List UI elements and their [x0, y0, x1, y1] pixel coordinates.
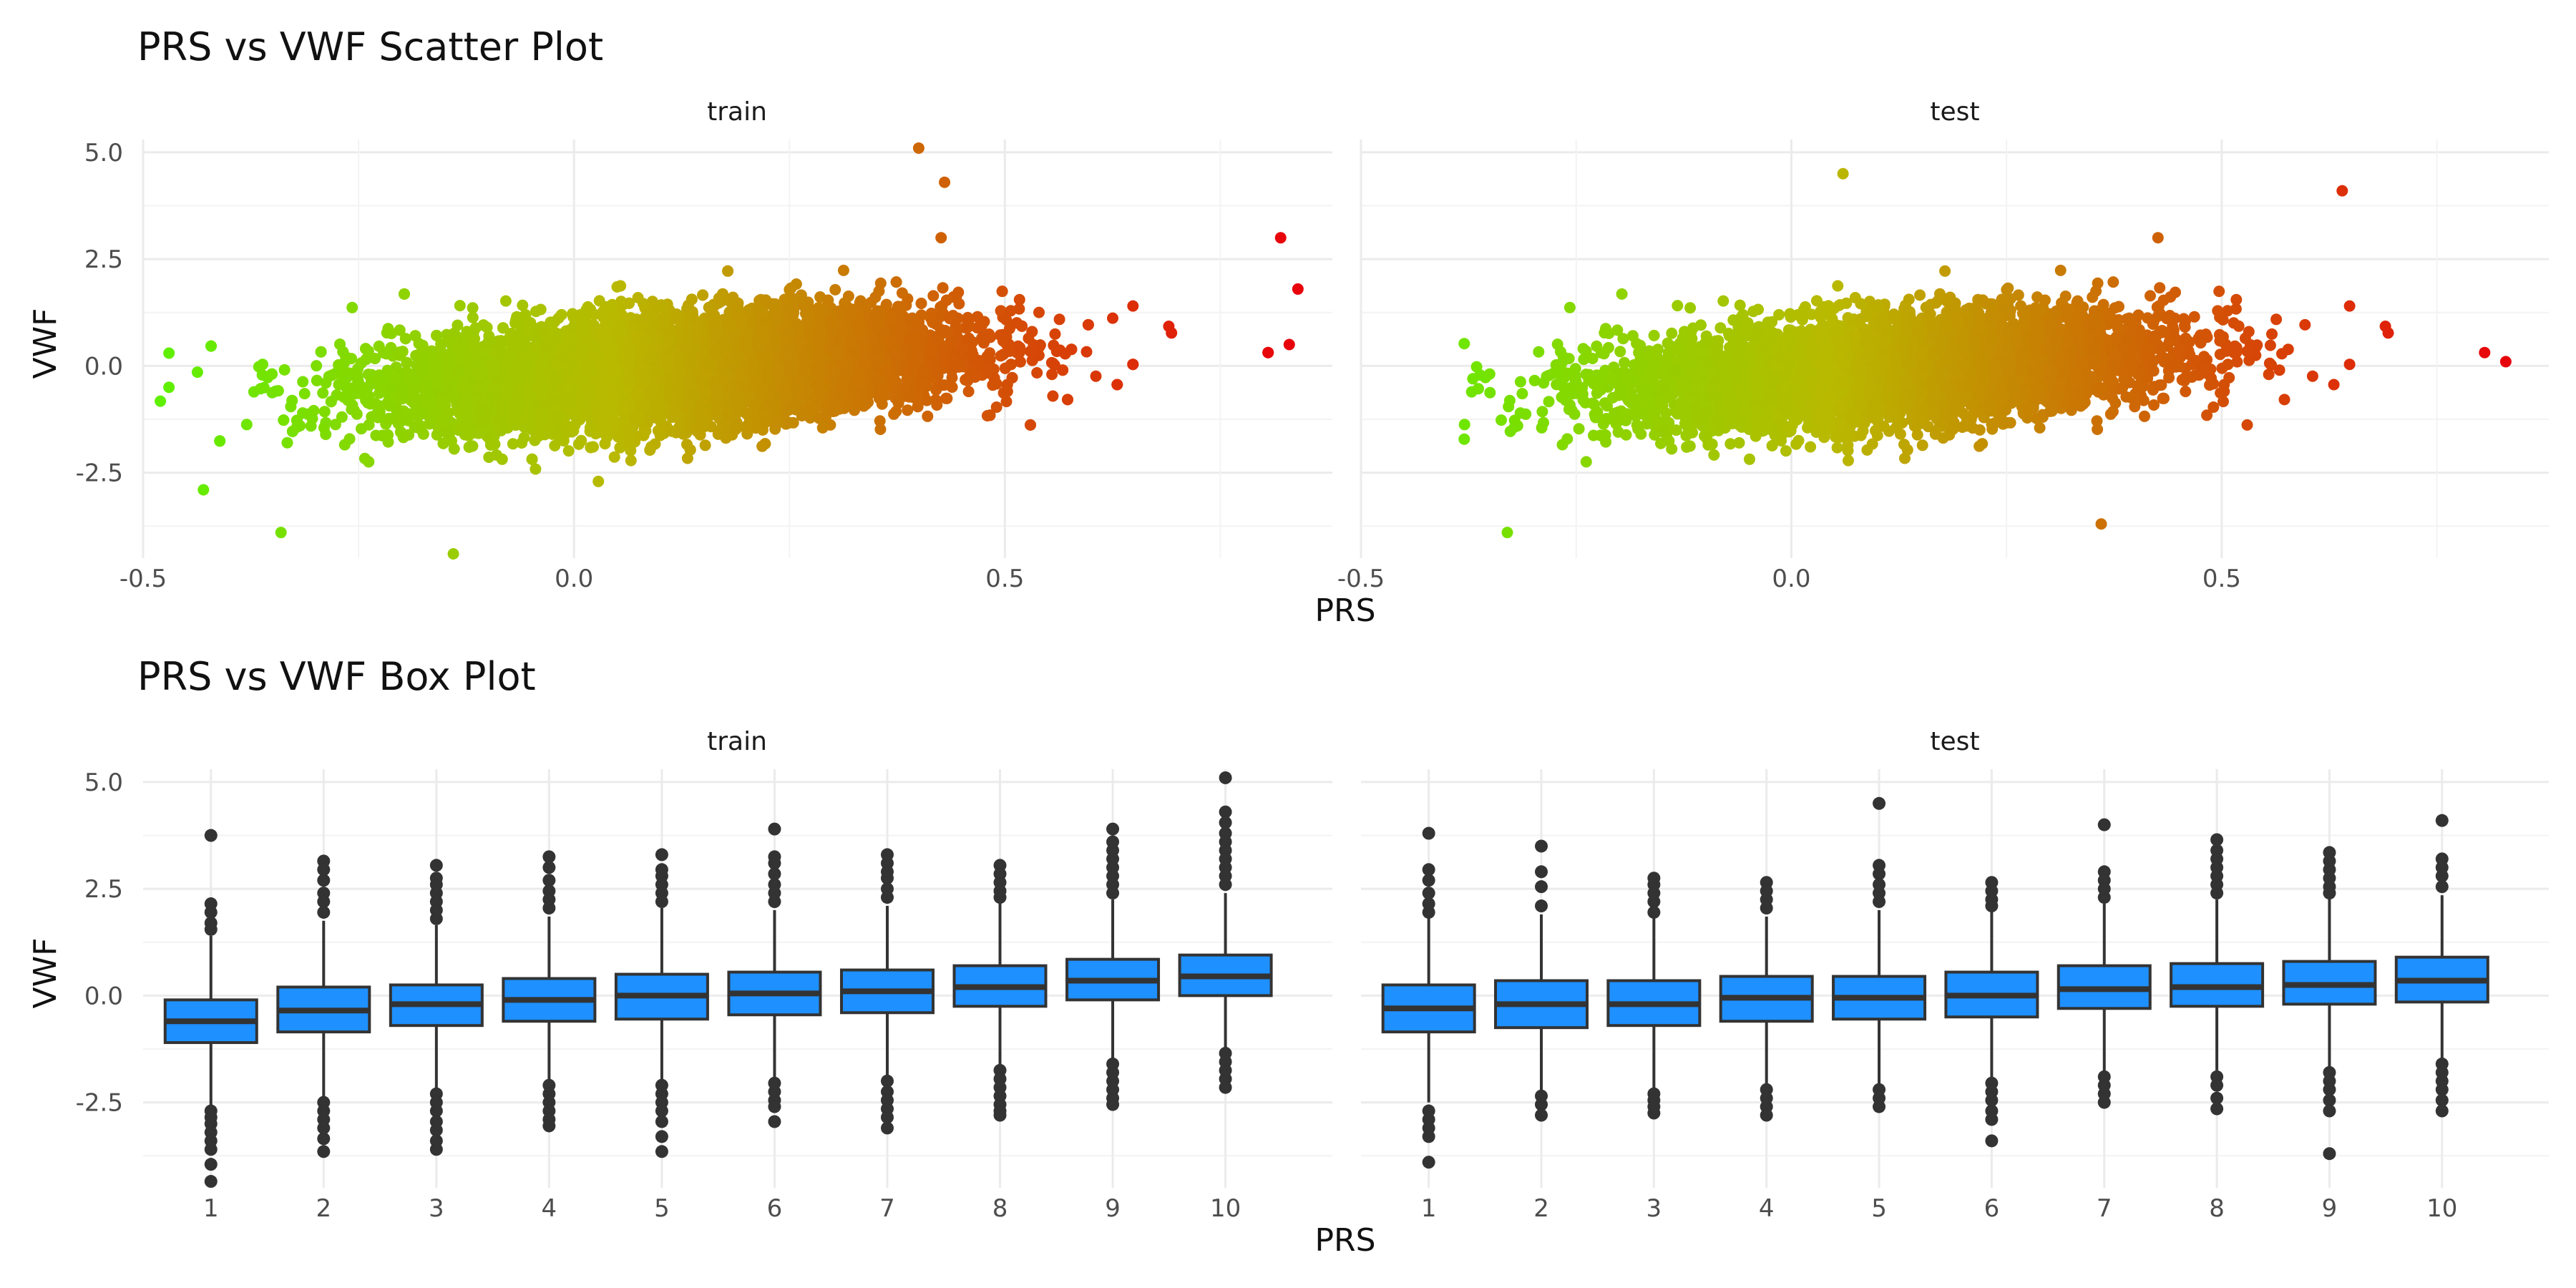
scatter-point-train [467, 302, 479, 314]
scatter-point-train [1013, 293, 1025, 306]
scatter-point-train [281, 436, 293, 449]
scatter-point-train [829, 283, 841, 296]
scatter-point-train [962, 386, 975, 398]
scatter-point-train [1107, 312, 1118, 324]
scatter-point-train [1031, 367, 1043, 379]
scatter-point-train [1047, 390, 1059, 402]
mark-layer [155, 142, 2512, 1189]
scatter-point-train [1048, 339, 1060, 351]
scatter-point-train [499, 295, 512, 307]
scatter-point-train [625, 454, 637, 467]
scatter-point-train [311, 360, 323, 372]
scatter-point-train [305, 420, 317, 432]
scatter-point-train [1033, 306, 1045, 318]
scatter-point-train [155, 395, 167, 407]
scatter-point-train [278, 364, 291, 376]
scatter-point-train [592, 475, 605, 487]
scatter-point-train [317, 387, 329, 399]
scatter-point-train [837, 264, 849, 276]
scatter-point-train [922, 410, 934, 422]
scatter-point-train [191, 366, 203, 379]
scatter-point-train [902, 404, 914, 416]
scatter-point-train [336, 411, 348, 423]
scatter-point-train [699, 439, 711, 452]
scatter-point-train [927, 290, 940, 302]
scatter-point-train [530, 463, 542, 475]
scatter-point-train [1080, 346, 1093, 358]
scatter-point-train [1166, 327, 1178, 339]
scatter-point-train [896, 287, 908, 299]
scatter-point-train [562, 445, 575, 457]
scatter-point-train [298, 388, 311, 400]
scatter-point-train [896, 301, 908, 313]
